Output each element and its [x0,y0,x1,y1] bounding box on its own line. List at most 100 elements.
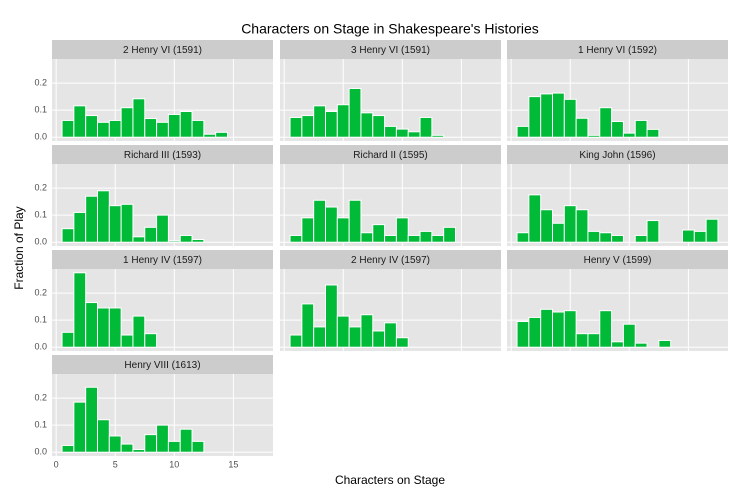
bar [97,307,110,348]
bar [336,315,350,348]
bar [705,218,719,243]
bar [301,303,315,348]
chart-title: Characters on Stage in Shakespeare's His… [241,21,539,37]
bar [85,386,98,453]
panel-title: Richard III (1593) [124,150,201,161]
bar [552,222,565,243]
bar [156,424,169,453]
bar [144,434,158,453]
y-axis-label: Fraction of Play [12,206,26,289]
bar [587,333,601,348]
y-tick-label: 0.0 [34,447,47,457]
y-tick-label: 0.0 [34,237,47,247]
x-tick-label: 10 [169,459,179,469]
bar [622,132,636,138]
bar [372,224,386,243]
bar [658,339,672,348]
bar [289,116,303,138]
strip [507,250,728,269]
bar [563,205,577,243]
bar [203,133,217,138]
bar [587,230,601,243]
panel-title: Henry V (1599) [584,255,652,266]
bar [646,128,660,138]
bar [167,240,181,243]
bar [395,337,409,348]
bar [144,333,158,348]
bar [682,229,695,243]
bar [97,419,110,453]
panel-title: 1 Henry IV (1597) [123,255,202,266]
bar [73,401,87,453]
bar [552,311,565,348]
y-tick-label: 0.2 [34,287,47,297]
bar [360,232,374,243]
bar [325,206,338,243]
bar [132,98,146,138]
strip [280,145,501,164]
bar [108,435,122,453]
bar [144,118,158,138]
y-tick-label: 0.1 [34,105,47,115]
bar [540,308,554,348]
bar [348,87,362,138]
bar [384,234,397,243]
bar [120,203,134,243]
bar [120,334,134,348]
bar [120,107,134,138]
strip [280,40,501,59]
bar [301,115,315,138]
bar [120,443,134,453]
y-tick-label: 0.2 [34,77,47,87]
bar [693,230,707,243]
bar [599,107,613,138]
bar [61,119,75,138]
bar [132,449,146,453]
bar [313,105,327,138]
bar [215,131,229,138]
bar [360,112,374,138]
bar [395,217,409,243]
bar [528,316,542,348]
bar [179,111,193,138]
bar [384,125,397,138]
bar [528,96,542,138]
bar [156,214,169,243]
bar [97,190,110,243]
bar [191,440,205,453]
bar [407,131,421,138]
bar [516,232,530,243]
strip [52,40,273,59]
bar [179,428,193,453]
panel-title: Henry VIII (1613) [124,360,200,371]
panel-title: Richard II (1595) [353,150,427,161]
y-tick-label: 0.1 [34,210,47,220]
bar [599,232,613,243]
bar [108,205,122,243]
bar [73,272,87,348]
bar [191,119,205,138]
bar [563,98,577,138]
bar [563,310,577,348]
bar [372,115,386,138]
bar [634,234,648,243]
bar [622,323,636,348]
bar [372,330,386,348]
bar [634,342,648,348]
bar [108,119,122,138]
bar [289,234,303,243]
bar [73,105,87,138]
panel-title: 2 Henry IV (1597) [351,255,430,266]
y-tick-label: 0.1 [34,315,47,325]
bar [336,104,350,138]
bar [97,121,110,138]
bar [313,326,327,348]
bar [73,211,87,243]
bar [167,113,181,138]
y-tick-label: 0.1 [34,420,47,430]
bar [61,444,75,453]
bar [289,334,303,348]
bar [167,440,181,453]
bar [611,121,624,138]
